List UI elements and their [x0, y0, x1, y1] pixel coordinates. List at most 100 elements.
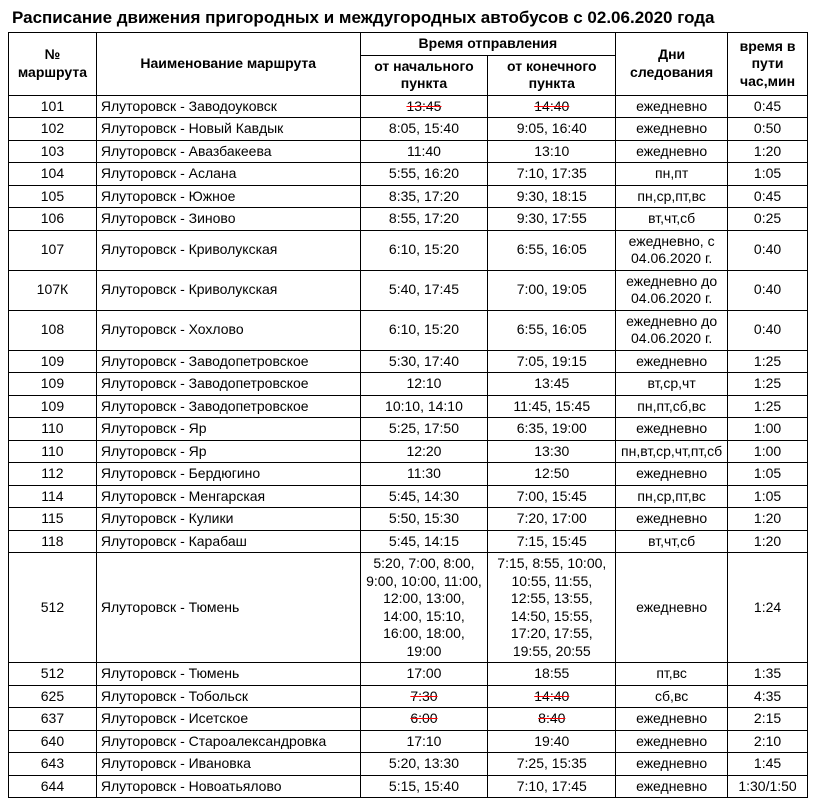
cell-dep-start: 5:25, 17:50 — [360, 418, 488, 441]
cell-route-num: 112 — [9, 463, 97, 486]
cell-duration: 1:25 — [728, 350, 808, 373]
cell-route-num: 107 — [9, 230, 97, 270]
header-route-name: Наименование маршрута — [96, 33, 360, 96]
cell-route-name: Ялуторовск - Кулики — [96, 508, 360, 531]
cell-dep-start: 6:10, 15:20 — [360, 310, 488, 350]
cell-dep-end: 7:10, 17:45 — [488, 775, 616, 798]
cell-route-num: 643 — [9, 753, 97, 776]
cell-route-num: 109 — [9, 350, 97, 373]
cell-route-num: 118 — [9, 530, 97, 553]
cell-dep-start: 8:05, 15:40 — [360, 118, 488, 141]
cell-route-name: Ялуторовск - Ивановка — [96, 753, 360, 776]
cell-route-name: Ялуторовск - Заводопетровское — [96, 350, 360, 373]
cell-duration: 1:20 — [728, 508, 808, 531]
cell-days: пн,ср,пт,вс — [616, 185, 728, 208]
cell-dep-start: 5:30, 17:40 — [360, 350, 488, 373]
cell-route-num: 512 — [9, 663, 97, 686]
cell-route-name: Ялуторовск - Тюмень — [96, 663, 360, 686]
cell-duration: 0:50 — [728, 118, 808, 141]
cell-days: сб,вс — [616, 685, 728, 708]
cell-dep-start: 6:10, 15:20 — [360, 230, 488, 270]
cell-days: пн,пт — [616, 163, 728, 186]
table-row: 115Ялуторовск - Кулики5:50, 15:307:20, 1… — [9, 508, 808, 531]
cell-route-name: Ялуторовск - Заводоуковск — [96, 95, 360, 118]
cell-duration: 4:35 — [728, 685, 808, 708]
cell-route-name: Ялуторовск - Новый Кавдык — [96, 118, 360, 141]
cell-route-name: Ялуторовск - Криволукская — [96, 230, 360, 270]
cell-duration: 0:25 — [728, 208, 808, 231]
cell-duration: 2:15 — [728, 708, 808, 731]
cell-route-name: Ялуторовск - Яр — [96, 440, 360, 463]
cell-dep-end: 7:25, 15:35 — [488, 753, 616, 776]
cell-duration: 1:24 — [728, 553, 808, 663]
cell-route-num: 104 — [9, 163, 97, 186]
cell-route-num: 106 — [9, 208, 97, 231]
cell-duration: 1:35 — [728, 663, 808, 686]
cell-dep-end: 7:00, 15:45 — [488, 485, 616, 508]
cell-dep-end: 6:55, 16:05 — [488, 310, 616, 350]
cell-dep-start: 5:55, 16:20 — [360, 163, 488, 186]
cell-days: ежедневно до 04.06.2020 г. — [616, 310, 728, 350]
table-row: 118Ялуторовск - Карабаш5:45, 14:157:15, … — [9, 530, 808, 553]
table-row: 110Ялуторовск - Яр12:2013:30пн,вт,ср,чт,… — [9, 440, 808, 463]
cell-days: ежедневно — [616, 140, 728, 163]
cell-route-num: 110 — [9, 440, 97, 463]
cell-route-name: Ялуторовск - Тобольск — [96, 685, 360, 708]
cell-dep-end: 7:15, 15:45 — [488, 530, 616, 553]
cell-route-name: Ялуторовск - Менгарская — [96, 485, 360, 508]
cell-days: ежедневно — [616, 708, 728, 731]
cell-route-num: 109 — [9, 373, 97, 396]
cell-dep-end: 6:55, 16:05 — [488, 230, 616, 270]
table-row: 102Ялуторовск - Новый Кавдык8:05, 15:409… — [9, 118, 808, 141]
cell-days: ежедневно — [616, 553, 728, 663]
cell-dep-end: 9:05, 16:40 — [488, 118, 616, 141]
cell-route-name: Ялуторовск - Новоатьялово — [96, 775, 360, 798]
cell-days: ежедневно — [616, 95, 728, 118]
cell-route-num: 625 — [9, 685, 97, 708]
cell-dep-start: 17:10 — [360, 730, 488, 753]
cell-days: ежедневно — [616, 418, 728, 441]
cell-dep-start: 11:40 — [360, 140, 488, 163]
table-row: 109Ялуторовск - Заводопетровское10:10, 1… — [9, 395, 808, 418]
cell-route-num: 101 — [9, 95, 97, 118]
cell-route-num: 512 — [9, 553, 97, 663]
table-row: 108Ялуторовск - Хохлово6:10, 15:206:55, … — [9, 310, 808, 350]
cell-dep-start: 8:35, 17:20 — [360, 185, 488, 208]
cell-route-name: Ялуторовск - Заводопетровское — [96, 395, 360, 418]
cell-days: ежедневно — [616, 775, 728, 798]
cell-route-name: Ялуторовск - Заводопетровское — [96, 373, 360, 396]
table-row: 112Ялуторовск - Бердюгино11:3012:50ежедн… — [9, 463, 808, 486]
cell-days: вт,чт,сб — [616, 530, 728, 553]
cell-days: ежедневно — [616, 730, 728, 753]
cell-duration: 0:40 — [728, 230, 808, 270]
cell-route-num: 110 — [9, 418, 97, 441]
table-row: 101Ялуторовск - Заводоуковск13:4514:40еж… — [9, 95, 808, 118]
cell-dep-end: 9:30, 17:55 — [488, 208, 616, 231]
cell-duration: 1:20 — [728, 140, 808, 163]
cell-duration: 1:45 — [728, 753, 808, 776]
cell-route-num: 108 — [9, 310, 97, 350]
cell-route-num: 644 — [9, 775, 97, 798]
table-row: 114Ялуторовск - Менгарская5:45, 14:307:0… — [9, 485, 808, 508]
cell-days: ежедневно, с 04.06.2020 г. — [616, 230, 728, 270]
table-row: 103Ялуторовск - Авазбакеева11:4013:10еже… — [9, 140, 808, 163]
cell-days: вт,ср,чт — [616, 373, 728, 396]
cell-duration: 2:10 — [728, 730, 808, 753]
cell-dep-start: 5:15, 15:40 — [360, 775, 488, 798]
cell-dep-start: 7:30 — [360, 685, 488, 708]
cell-duration: 1:05 — [728, 485, 808, 508]
cell-dep-end: 13:45 — [488, 373, 616, 396]
table-row: 107Ялуторовск - Криволукская6:10, 15:206… — [9, 230, 808, 270]
cell-dep-start: 10:10, 14:10 — [360, 395, 488, 418]
cell-dep-start: 12:10 — [360, 373, 488, 396]
cell-route-name: Ялуторовск - Авазбакеева — [96, 140, 360, 163]
cell-route-name: Ялуторовск - Хохлово — [96, 310, 360, 350]
cell-dep-end: 9:30, 18:15 — [488, 185, 616, 208]
cell-days: ежедневно — [616, 753, 728, 776]
cell-duration: 0:40 — [728, 270, 808, 310]
cell-route-num: 114 — [9, 485, 97, 508]
cell-dep-end: 18:55 — [488, 663, 616, 686]
cell-route-num: 109 — [9, 395, 97, 418]
cell-days: вт,чт,сб — [616, 208, 728, 231]
cell-days: пн,вт,ср,чт,пт,сб — [616, 440, 728, 463]
